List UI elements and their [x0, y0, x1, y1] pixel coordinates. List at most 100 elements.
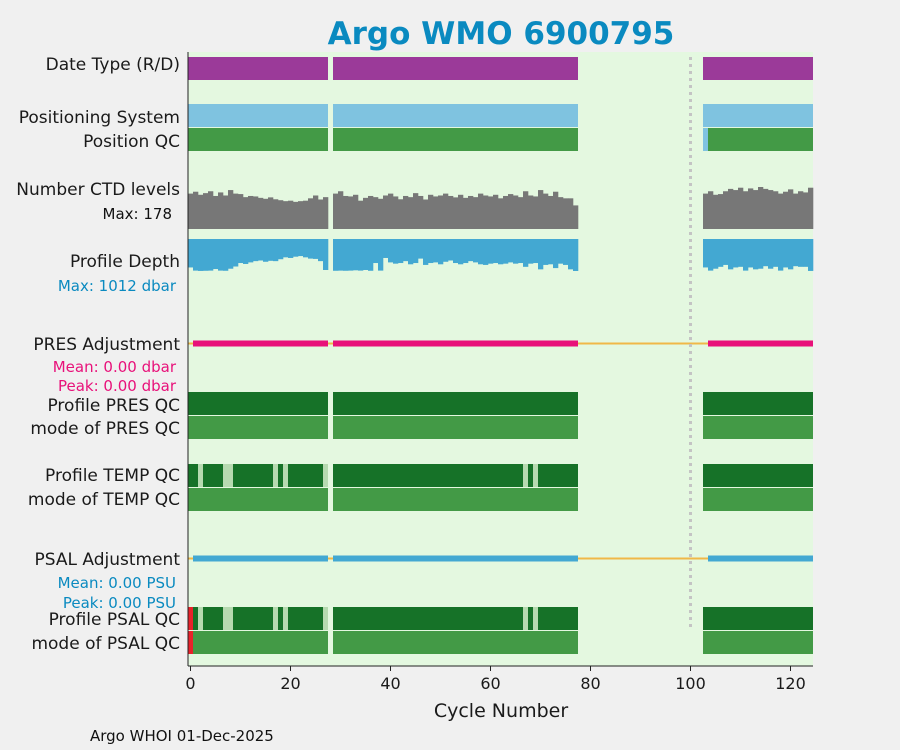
ctd-levels-bar-cycle-52: [448, 195, 454, 229]
row-label-positioning-system: Positioning System: [19, 108, 180, 128]
profile-depth-bar-cycle-73: [553, 239, 559, 269]
psal-qc-mark-cycle-27: [323, 607, 328, 630]
profile-depth-bar-cycle-72: [548, 239, 554, 265]
profile-depth-bar-cycle-123: [803, 239, 809, 267]
ctd-levels-bar-cycle-1: [193, 191, 199, 229]
ctd-levels-bar-cycle-3: [203, 193, 209, 229]
ctd-levels-bar-cycle-67: [523, 191, 529, 229]
ctd-levels-bar-cycle-42: [398, 199, 404, 229]
profile-depth-bar-cycle-121: [793, 239, 799, 267]
profile-depth-bar-cycle-74: [558, 239, 564, 264]
ctd-levels-bar-cycle-72: [548, 195, 554, 229]
profile-depth-bar-cycle-47: [423, 239, 429, 265]
ctd-levels-bar-cycle-71: [543, 193, 549, 229]
ctd-levels-bar-cycle-123: [803, 192, 809, 229]
profile-depth-bar-cycle-108: [728, 239, 734, 270]
profile-depth-bar-cycle-29: [333, 239, 339, 271]
ctd-levels-bar-cycle-105: [713, 194, 719, 229]
ctd-levels-bar-cycle-21: [293, 201, 299, 229]
profile-depth-bar-cycle-1: [193, 239, 199, 271]
profile-depth-bar-cycle-76: [568, 239, 574, 270]
ctd-levels-bar-cycle-114: [758, 187, 764, 229]
psal-qc-mark-cycle-19: [283, 607, 288, 630]
profile-depth-bar-cycle-103: [703, 239, 709, 268]
ctd-levels-bar-cycle-53: [453, 197, 459, 229]
ctd-levels-bar-cycle-13: [253, 196, 259, 229]
profile-depth-bar-cycle-13: [253, 239, 259, 262]
ctd-levels-bar-cycle-2: [198, 194, 204, 229]
mode-psal-qc-bar-0: [188, 631, 328, 654]
profile-depth-bar-cycle-37: [373, 239, 379, 264]
profile-depth-bar-cycle-44: [408, 239, 414, 265]
profile-depth-bar-cycle-11: [243, 239, 249, 264]
psal-adjustment-segment-0: [193, 555, 328, 562]
mode-psal-qc-bar-2: [703, 631, 813, 654]
mode-temp-qc-bar-0: [188, 488, 328, 511]
ctd-levels-bar-cycle-48: [428, 194, 434, 229]
psal-qc-mark-cycle-2: [198, 607, 203, 630]
profile-depth-bar-cycle-75: [563, 239, 569, 265]
profile-temp-qc-bar-2: [703, 464, 813, 487]
ctd-levels-bar-cycle-107: [723, 191, 729, 229]
profile-depth-bar-cycle-117: [773, 239, 779, 267]
profile-depth-bar-cycle-116: [768, 239, 774, 269]
ctd-levels-bar-cycle-9: [233, 193, 239, 229]
profile-depth-bar-cycle-113: [753, 239, 759, 270]
row-label-profile-psal-qc: Profile PSAL QC: [49, 610, 180, 630]
ctd-levels-bar-cycle-47: [423, 199, 429, 229]
ctd-levels-bar-cycle-12: [248, 195, 254, 229]
profile-depth-bar-cycle-15: [263, 239, 269, 262]
profile-depth-bar-cycle-104: [708, 239, 714, 271]
ctd-levels-bar-cycle-54: [458, 194, 464, 229]
profile-depth-bar-cycle-22: [298, 239, 304, 257]
profile-depth-bar-cycle-8: [228, 239, 234, 269]
ctd-levels-bar-cycle-58: [478, 193, 484, 229]
ctd-levels-bar-cycle-69: [533, 196, 539, 229]
ctd-levels-bar-cycle-112: [748, 188, 754, 229]
profile-depth-bar-cycle-65: [513, 239, 519, 264]
profile-psal-qc-bar-1: [333, 607, 578, 630]
profile-depth-bar-cycle-24: [308, 239, 314, 259]
ctd-levels-bar-cycle-32: [348, 196, 354, 229]
ctd-levels-bar-cycle-25: [313, 195, 319, 229]
psal-qc-mark-cycle-7: [223, 607, 228, 630]
pres-adjustment-segment-0: [193, 340, 328, 347]
profile-depth-bar-cycle-7: [223, 239, 229, 271]
profile-depth-bar-cycle-68: [528, 239, 534, 264]
pres-peak-label: Peak: 0.00 dbar: [58, 377, 177, 395]
x-tick-label-120: 120: [775, 674, 806, 693]
ctd-levels-bar-cycle-4: [208, 191, 214, 229]
profile-depth-bar-cycle-41: [393, 239, 399, 264]
ctd-levels-bar-cycle-17: [273, 199, 279, 229]
ctd-levels-bar-cycle-49: [433, 196, 439, 229]
profile-temp-qc-bar-0: [188, 464, 328, 487]
temp-qc-mark-cycle-67: [523, 464, 528, 487]
profile-depth-bar-cycle-49: [433, 239, 439, 263]
ctd-levels-bar-cycle-110: [738, 187, 744, 229]
ctd-levels-bar-cycle-38: [378, 198, 384, 229]
ctd-levels-bar-cycle-26: [318, 199, 324, 229]
ctd-levels-bar-cycle-115: [763, 188, 769, 229]
ctd-levels-bar-cycle-40: [388, 193, 394, 229]
depth-max-label: Max: 1012 dbar: [58, 277, 177, 295]
profile-depth-bar-cycle-66: [518, 239, 524, 264]
temp-qc-mark-cycle-27: [323, 464, 328, 487]
profile-depth-bar-cycle-48: [428, 239, 434, 264]
profile-depth-bar-cycle-43: [403, 239, 409, 262]
position-qc-bar-1: [333, 128, 578, 151]
ctd-levels-bar-cycle-33: [353, 194, 359, 229]
profile-depth-bar-cycle-52: [448, 239, 454, 261]
ctd-levels-bar-cycle-44: [408, 197, 414, 229]
ctd-levels-bar-cycle-62: [498, 198, 504, 229]
x-axis: 0 20 40 60 80 100 120: [185, 52, 813, 693]
profile-depth-bar-cycle-112: [748, 239, 754, 268]
psal-mean-label: Mean: 0.00 PSU: [58, 574, 176, 592]
temp-qc-mark-cycle-69: [533, 464, 538, 487]
data-type-bar-1: [333, 57, 578, 80]
ctd-levels-bar-cycle-55: [463, 197, 469, 229]
profile-depth-bar-cycle-69: [533, 239, 539, 264]
mode-pres-qc-bar-0: [188, 416, 328, 439]
profile-depth-bar-cycle-14: [258, 239, 264, 261]
ctd-levels-bar-cycle-65: [513, 195, 519, 229]
